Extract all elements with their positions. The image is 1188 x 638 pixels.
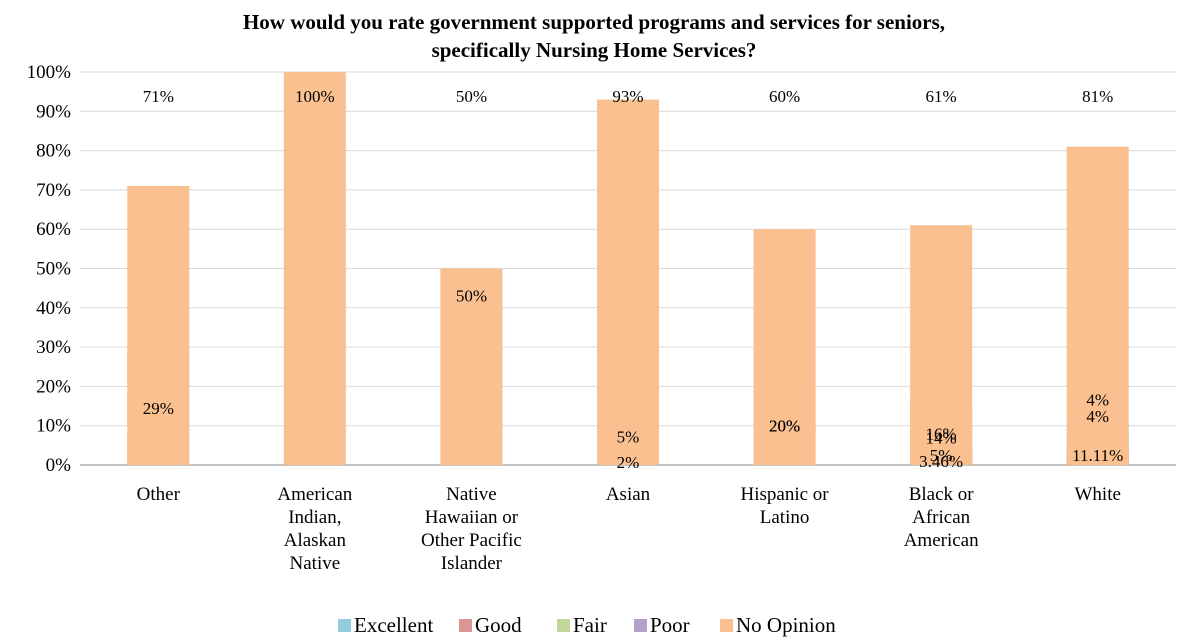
y-tick-label: 0% xyxy=(46,455,72,476)
data-label-poor: 50% xyxy=(456,287,487,306)
data-label-poor: 5% xyxy=(930,446,953,465)
legend: Excellent Good Fair Poor No Opinion xyxy=(338,613,836,637)
data-label-fair: 29% xyxy=(143,399,174,418)
data-label-no-opinion: 100% xyxy=(295,87,335,106)
bar-segment-no-opinion xyxy=(283,72,346,465)
data-label-good: 4% xyxy=(1086,407,1109,426)
y-tick-label: 20% xyxy=(36,376,71,397)
x-category-label-line: Black or xyxy=(909,484,975,505)
x-category-label-line: Other Pacific xyxy=(421,530,522,551)
data-label-no-opinion: 61% xyxy=(926,87,957,106)
y-tick-label: 30% xyxy=(36,337,71,358)
legend-label: Fair xyxy=(573,613,607,637)
chart-title-line-2: specifically Nursing Home Services? xyxy=(432,38,757,62)
x-category-label-line: Hawaiian or xyxy=(425,507,519,528)
x-category-label: Black or African American xyxy=(904,484,979,551)
y-tick-label: 50% xyxy=(36,259,71,280)
x-category-label: Hispanic or Latino xyxy=(741,484,830,528)
data-label-no-opinion: 60% xyxy=(769,87,800,106)
x-category-label-line: Other xyxy=(137,484,181,505)
x-category-label-line: American xyxy=(277,484,352,505)
bar-segment-no-opinion xyxy=(597,99,659,465)
y-tick-label: 100% xyxy=(27,62,72,83)
bar-segment-no-opinion xyxy=(1066,146,1129,466)
bar-segment-no-opinion xyxy=(753,229,816,465)
data-label-excellent: 3.46% xyxy=(919,452,963,471)
legend-label: Poor xyxy=(650,613,690,637)
bars: 29%71% 100%50%50%2%5%93%20%20%60%3.46%14%… xyxy=(127,72,1129,472)
y-tick-label: 80% xyxy=(36,141,71,162)
x-category-label-line: American xyxy=(904,530,979,551)
legend-swatch xyxy=(459,619,472,632)
x-category-label-line: Native xyxy=(446,484,497,505)
data-label-poor: 4% xyxy=(1086,390,1109,409)
x-category-label-line: Indian, xyxy=(288,507,341,528)
legend-label: Excellent xyxy=(354,613,433,637)
x-category-label-line: Native xyxy=(290,553,341,574)
x-category-label: White xyxy=(1074,484,1120,505)
legend-swatch xyxy=(634,619,647,632)
data-label-no-opinion: 81% xyxy=(1082,87,1113,106)
bar-segment-no-opinion xyxy=(127,185,190,465)
x-category-label: American Indian, Alaskan Native xyxy=(277,484,352,574)
x-category-label-line: Latino xyxy=(760,507,810,528)
data-label-excellent: 11.11% xyxy=(1072,446,1123,465)
data-label-fair: 20% xyxy=(769,417,800,436)
data-label-no-opinion: 50% xyxy=(456,87,487,106)
x-category-label: Asian xyxy=(606,484,651,505)
y-tick-label: 70% xyxy=(36,180,71,201)
legend-swatch xyxy=(338,619,351,632)
legend-label: No Opinion xyxy=(736,613,836,637)
legend-label: Good xyxy=(475,613,522,637)
x-category-label: Native Hawaiian or Other Pacific Islander xyxy=(421,484,522,574)
x-category-label-line: White xyxy=(1074,484,1120,505)
bar-segment-no-opinion xyxy=(440,268,503,465)
bar-segment-no-opinion xyxy=(910,225,973,465)
y-tick-label: 60% xyxy=(36,219,71,240)
chart-title: How would you rate government supported … xyxy=(243,10,945,62)
y-tick-label: 90% xyxy=(36,101,71,122)
data-label-fair: 2% xyxy=(617,453,640,472)
data-label-no-opinion: 93% xyxy=(612,87,643,106)
x-category-label-line: Islander xyxy=(441,553,503,574)
x-category-label-line: Asian xyxy=(606,484,651,505)
legend-swatch xyxy=(720,619,733,632)
x-category-label: Other xyxy=(137,484,181,505)
x-category-label-line: African xyxy=(912,507,971,528)
y-tick-label: 10% xyxy=(36,416,71,437)
data-label-good: 14% xyxy=(926,428,957,447)
y-axis: 0% 10% 20% 30% 40% 50% 60% 70% 80% 90% 100% xyxy=(27,62,72,476)
data-label-poor: 20% xyxy=(769,417,800,436)
legend-swatch xyxy=(557,619,570,632)
chart-title-line-1: How would you rate government supported … xyxy=(243,10,945,34)
y-tick-label: 40% xyxy=(36,298,71,319)
data-label-poor: 5% xyxy=(617,427,640,446)
data-label-fair: 16% xyxy=(926,425,957,444)
x-category-label-line: Alaskan xyxy=(284,530,347,551)
x-category-label-line: Hispanic or xyxy=(741,484,830,505)
data-label-no-opinion: 71% xyxy=(143,87,174,106)
